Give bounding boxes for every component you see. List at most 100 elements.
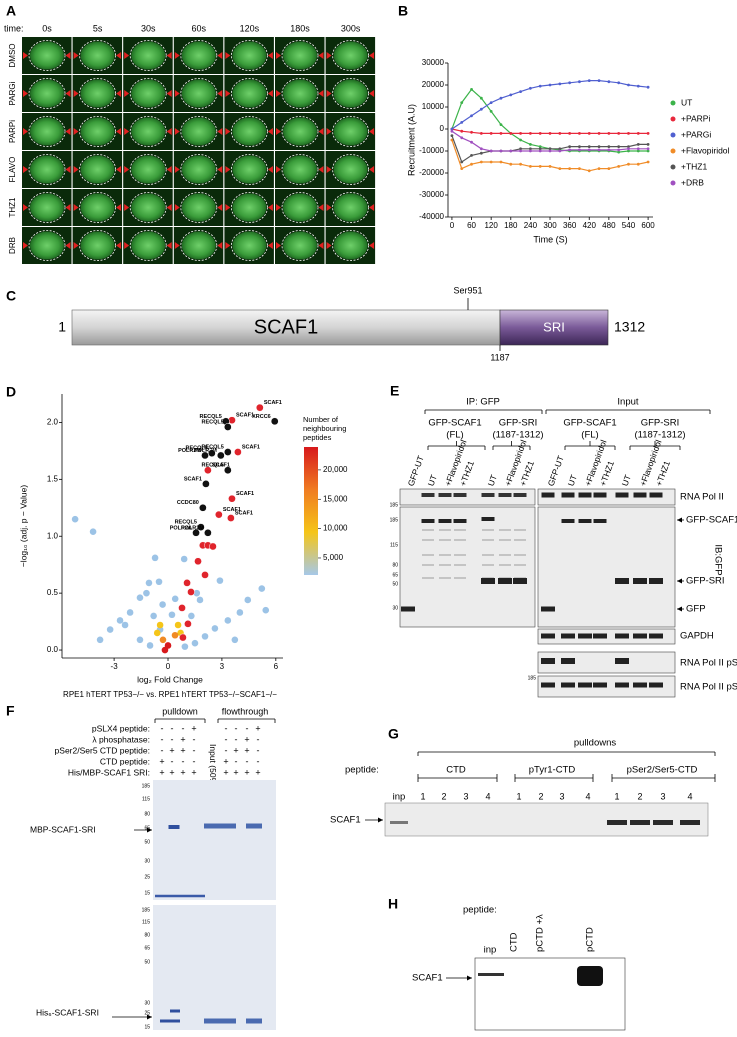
data-point (236, 609, 244, 616)
colorbar (304, 447, 318, 575)
band (561, 492, 575, 498)
arrow (677, 606, 682, 612)
arrowhead (225, 52, 231, 59)
time-label: 120s (240, 23, 260, 33)
label: Input (50%) (208, 744, 218, 788)
data-point (489, 160, 493, 164)
data-point (258, 585, 266, 592)
data-point (607, 167, 611, 171)
data-point (578, 148, 581, 152)
colorbar-label: 15,000 (323, 494, 348, 503)
point-label: SCAF1 (242, 444, 260, 450)
data-point (460, 101, 464, 104)
data-point (636, 149, 640, 153)
axis-title: −log₁₀ (adj. p − Value) (18, 485, 28, 567)
cell-outline (28, 40, 66, 71)
arrow (147, 827, 152, 833)
marker-label: 80 (144, 932, 150, 938)
label: time: (4, 23, 24, 33)
band (422, 554, 434, 556)
arrowhead (73, 90, 79, 97)
colorbar-label: 5,000 (323, 553, 344, 562)
data-point (181, 643, 189, 650)
band (593, 519, 607, 523)
label: 2 (538, 791, 543, 801)
arrowhead (276, 242, 281, 249)
data-point (171, 595, 179, 603)
marker-label: 25 (144, 1010, 150, 1016)
blot-label: RNA Pol II (680, 492, 724, 503)
legend-label: +Flavopiridol (681, 145, 730, 155)
data-point (150, 612, 157, 620)
cell-outline (79, 78, 116, 109)
marker-label: 30 (144, 1000, 150, 1006)
band (578, 682, 592, 688)
arrowhead (174, 166, 180, 173)
y-tick-label: 0.5 (47, 588, 59, 597)
arrowhead (166, 166, 172, 173)
cell (181, 155, 216, 184)
legend-marker (670, 116, 676, 122)
label: peptide: (345, 765, 379, 776)
arrowhead (166, 90, 172, 97)
arrowhead (116, 166, 122, 173)
data-point (646, 147, 650, 151)
sign: - (171, 756, 174, 766)
label: (1187-1312) (492, 430, 543, 441)
legend-label: +THZ1 (681, 161, 707, 171)
data-point (568, 81, 572, 85)
data-point (223, 466, 232, 475)
data-point (548, 83, 552, 87)
band (439, 554, 451, 556)
point-label: SCAF1 (236, 413, 254, 419)
cell-outline (230, 40, 268, 71)
lane-label: +THZ1 (654, 459, 672, 487)
cell-outline (129, 154, 167, 185)
data-point (519, 132, 522, 135)
legend-marker (670, 164, 676, 170)
data-point (519, 147, 522, 151)
cell (181, 231, 216, 260)
arrowhead (318, 204, 324, 211)
data-point (479, 151, 483, 155)
y-tick-label: 30000 (422, 58, 445, 67)
cell-outline (332, 40, 370, 71)
data-point (489, 101, 493, 104)
panel-label: F (6, 703, 15, 719)
cell-outline (332, 116, 370, 147)
data-point (617, 132, 621, 135)
data-point (183, 579, 191, 587)
x-tick-label: 6 (274, 662, 279, 671)
arrowhead (326, 242, 332, 249)
arrowhead (267, 204, 273, 211)
band (633, 682, 647, 688)
data-point (627, 132, 630, 135)
data-point (538, 149, 542, 153)
label: pulldown (162, 706, 198, 716)
band (615, 682, 629, 688)
band (561, 519, 575, 523)
band (481, 517, 495, 521)
band (514, 554, 526, 556)
band (482, 554, 494, 556)
arrowhead (73, 52, 79, 59)
y-tick-label: 0.0 (47, 645, 59, 654)
data-point (636, 143, 640, 146)
band (481, 578, 495, 584)
sign: + (180, 734, 185, 744)
row-label: pSer2/Ser5 CTD peptide: (55, 745, 150, 755)
data-point (450, 127, 454, 131)
label: GFP-SCAF1 (563, 418, 616, 429)
arrowhead (276, 166, 281, 173)
arrowhead (174, 52, 180, 59)
lane-label: UT (566, 473, 579, 487)
arrowhead (116, 242, 122, 249)
data-point (519, 138, 522, 142)
arrowhead (217, 128, 223, 135)
time-label: 60s (192, 23, 207, 33)
data-point (188, 612, 195, 620)
data-point (578, 132, 581, 135)
time-label: 30s (141, 23, 156, 33)
data-point (460, 160, 464, 164)
